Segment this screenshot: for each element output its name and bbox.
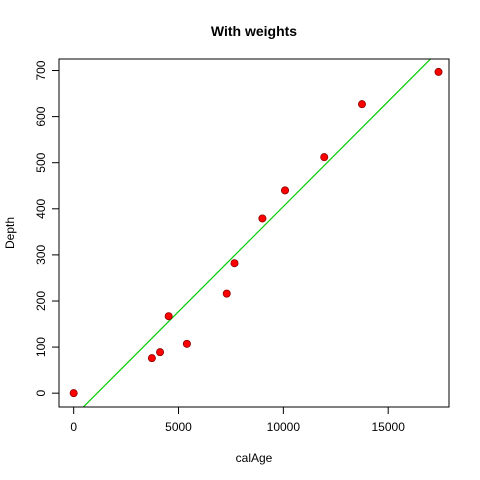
data-point [434, 67, 443, 76]
data-point [164, 312, 173, 321]
fit-line-layer [82, 59, 432, 407]
x-axis: 0 5000 10000 15000 [70, 406, 406, 434]
x-axis-label: calAge [236, 451, 273, 465]
y-tick-label: 100 [34, 337, 48, 357]
chart-title: With weights [211, 23, 297, 39]
data-point [357, 100, 366, 109]
data-point [230, 259, 239, 268]
x-tick-label: 0 [70, 420, 77, 434]
y-tick-label: 0 [34, 390, 48, 397]
y-axis: 0 100 200 300 400 500 600 700 [34, 60, 60, 397]
y-tick-label: 200 [34, 291, 48, 311]
y-tick-label: 400 [34, 198, 48, 218]
y-tick-label: 600 [34, 106, 48, 126]
y-axis-label: Depth [3, 217, 17, 249]
data-point [258, 214, 267, 223]
data-point [222, 289, 231, 298]
x-tick-label: 5000 [165, 420, 192, 434]
fit-line [82, 59, 432, 407]
x-tick-label: 15000 [372, 420, 406, 434]
points-layer [69, 67, 443, 398]
y-tick-label: 500 [34, 152, 48, 172]
data-point [69, 389, 78, 398]
plot-frame [58, 58, 450, 408]
data-point [147, 354, 156, 363]
y-tick-label: 700 [34, 60, 48, 80]
data-point [320, 153, 329, 162]
data-point [281, 186, 290, 195]
data-point [156, 348, 165, 357]
data-point [182, 339, 191, 348]
y-tick-label: 300 [34, 245, 48, 265]
x-tick-label: 10000 [267, 420, 301, 434]
